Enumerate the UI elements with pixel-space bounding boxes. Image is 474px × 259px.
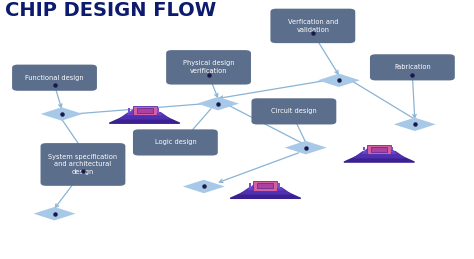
Polygon shape xyxy=(240,188,291,194)
Bar xyxy=(128,110,130,112)
Bar xyxy=(277,183,280,185)
Text: CHIP DESIGN FLOW: CHIP DESIGN FLOW xyxy=(5,1,216,20)
Polygon shape xyxy=(344,156,414,162)
Polygon shape xyxy=(285,141,327,154)
Polygon shape xyxy=(34,207,75,220)
FancyBboxPatch shape xyxy=(12,65,97,91)
Text: System specification
and architectural
design: System specification and architectural d… xyxy=(48,154,118,175)
FancyBboxPatch shape xyxy=(251,98,336,125)
Polygon shape xyxy=(354,152,404,158)
Bar xyxy=(128,112,130,113)
FancyBboxPatch shape xyxy=(40,143,125,186)
Bar xyxy=(277,185,280,187)
Bar xyxy=(137,108,153,113)
Bar xyxy=(249,183,251,185)
Bar xyxy=(367,145,391,154)
Bar xyxy=(391,147,393,149)
Bar xyxy=(133,106,156,116)
Polygon shape xyxy=(183,180,225,193)
Bar xyxy=(128,108,130,110)
Polygon shape xyxy=(41,107,82,121)
Polygon shape xyxy=(230,193,301,198)
Bar xyxy=(257,183,273,188)
Bar xyxy=(249,187,251,188)
Bar xyxy=(156,108,159,110)
Bar xyxy=(249,185,251,187)
Polygon shape xyxy=(109,118,180,123)
Bar xyxy=(391,151,393,152)
Bar xyxy=(156,112,159,113)
Text: Physical design
verification: Physical design verification xyxy=(183,60,234,74)
Text: Functional design: Functional design xyxy=(25,75,84,81)
Polygon shape xyxy=(128,109,162,114)
Text: Fabrication: Fabrication xyxy=(394,64,431,70)
Bar xyxy=(363,151,365,152)
Polygon shape xyxy=(119,113,170,119)
FancyBboxPatch shape xyxy=(166,50,251,85)
FancyBboxPatch shape xyxy=(133,130,218,155)
Bar xyxy=(156,110,159,112)
Bar xyxy=(391,149,393,150)
Text: Circuit design: Circuit design xyxy=(271,108,317,114)
Text: Verfication and
validation: Verfication and validation xyxy=(288,19,338,33)
Polygon shape xyxy=(318,74,360,87)
FancyBboxPatch shape xyxy=(370,54,455,81)
FancyBboxPatch shape xyxy=(270,9,356,43)
Bar xyxy=(363,149,365,150)
Bar xyxy=(254,181,277,191)
Polygon shape xyxy=(248,184,283,190)
Bar xyxy=(277,187,280,188)
Bar xyxy=(363,147,365,149)
Polygon shape xyxy=(362,148,396,153)
Polygon shape xyxy=(197,97,239,110)
Bar xyxy=(371,147,387,152)
Text: Logic design: Logic design xyxy=(155,139,196,146)
Polygon shape xyxy=(394,118,436,131)
